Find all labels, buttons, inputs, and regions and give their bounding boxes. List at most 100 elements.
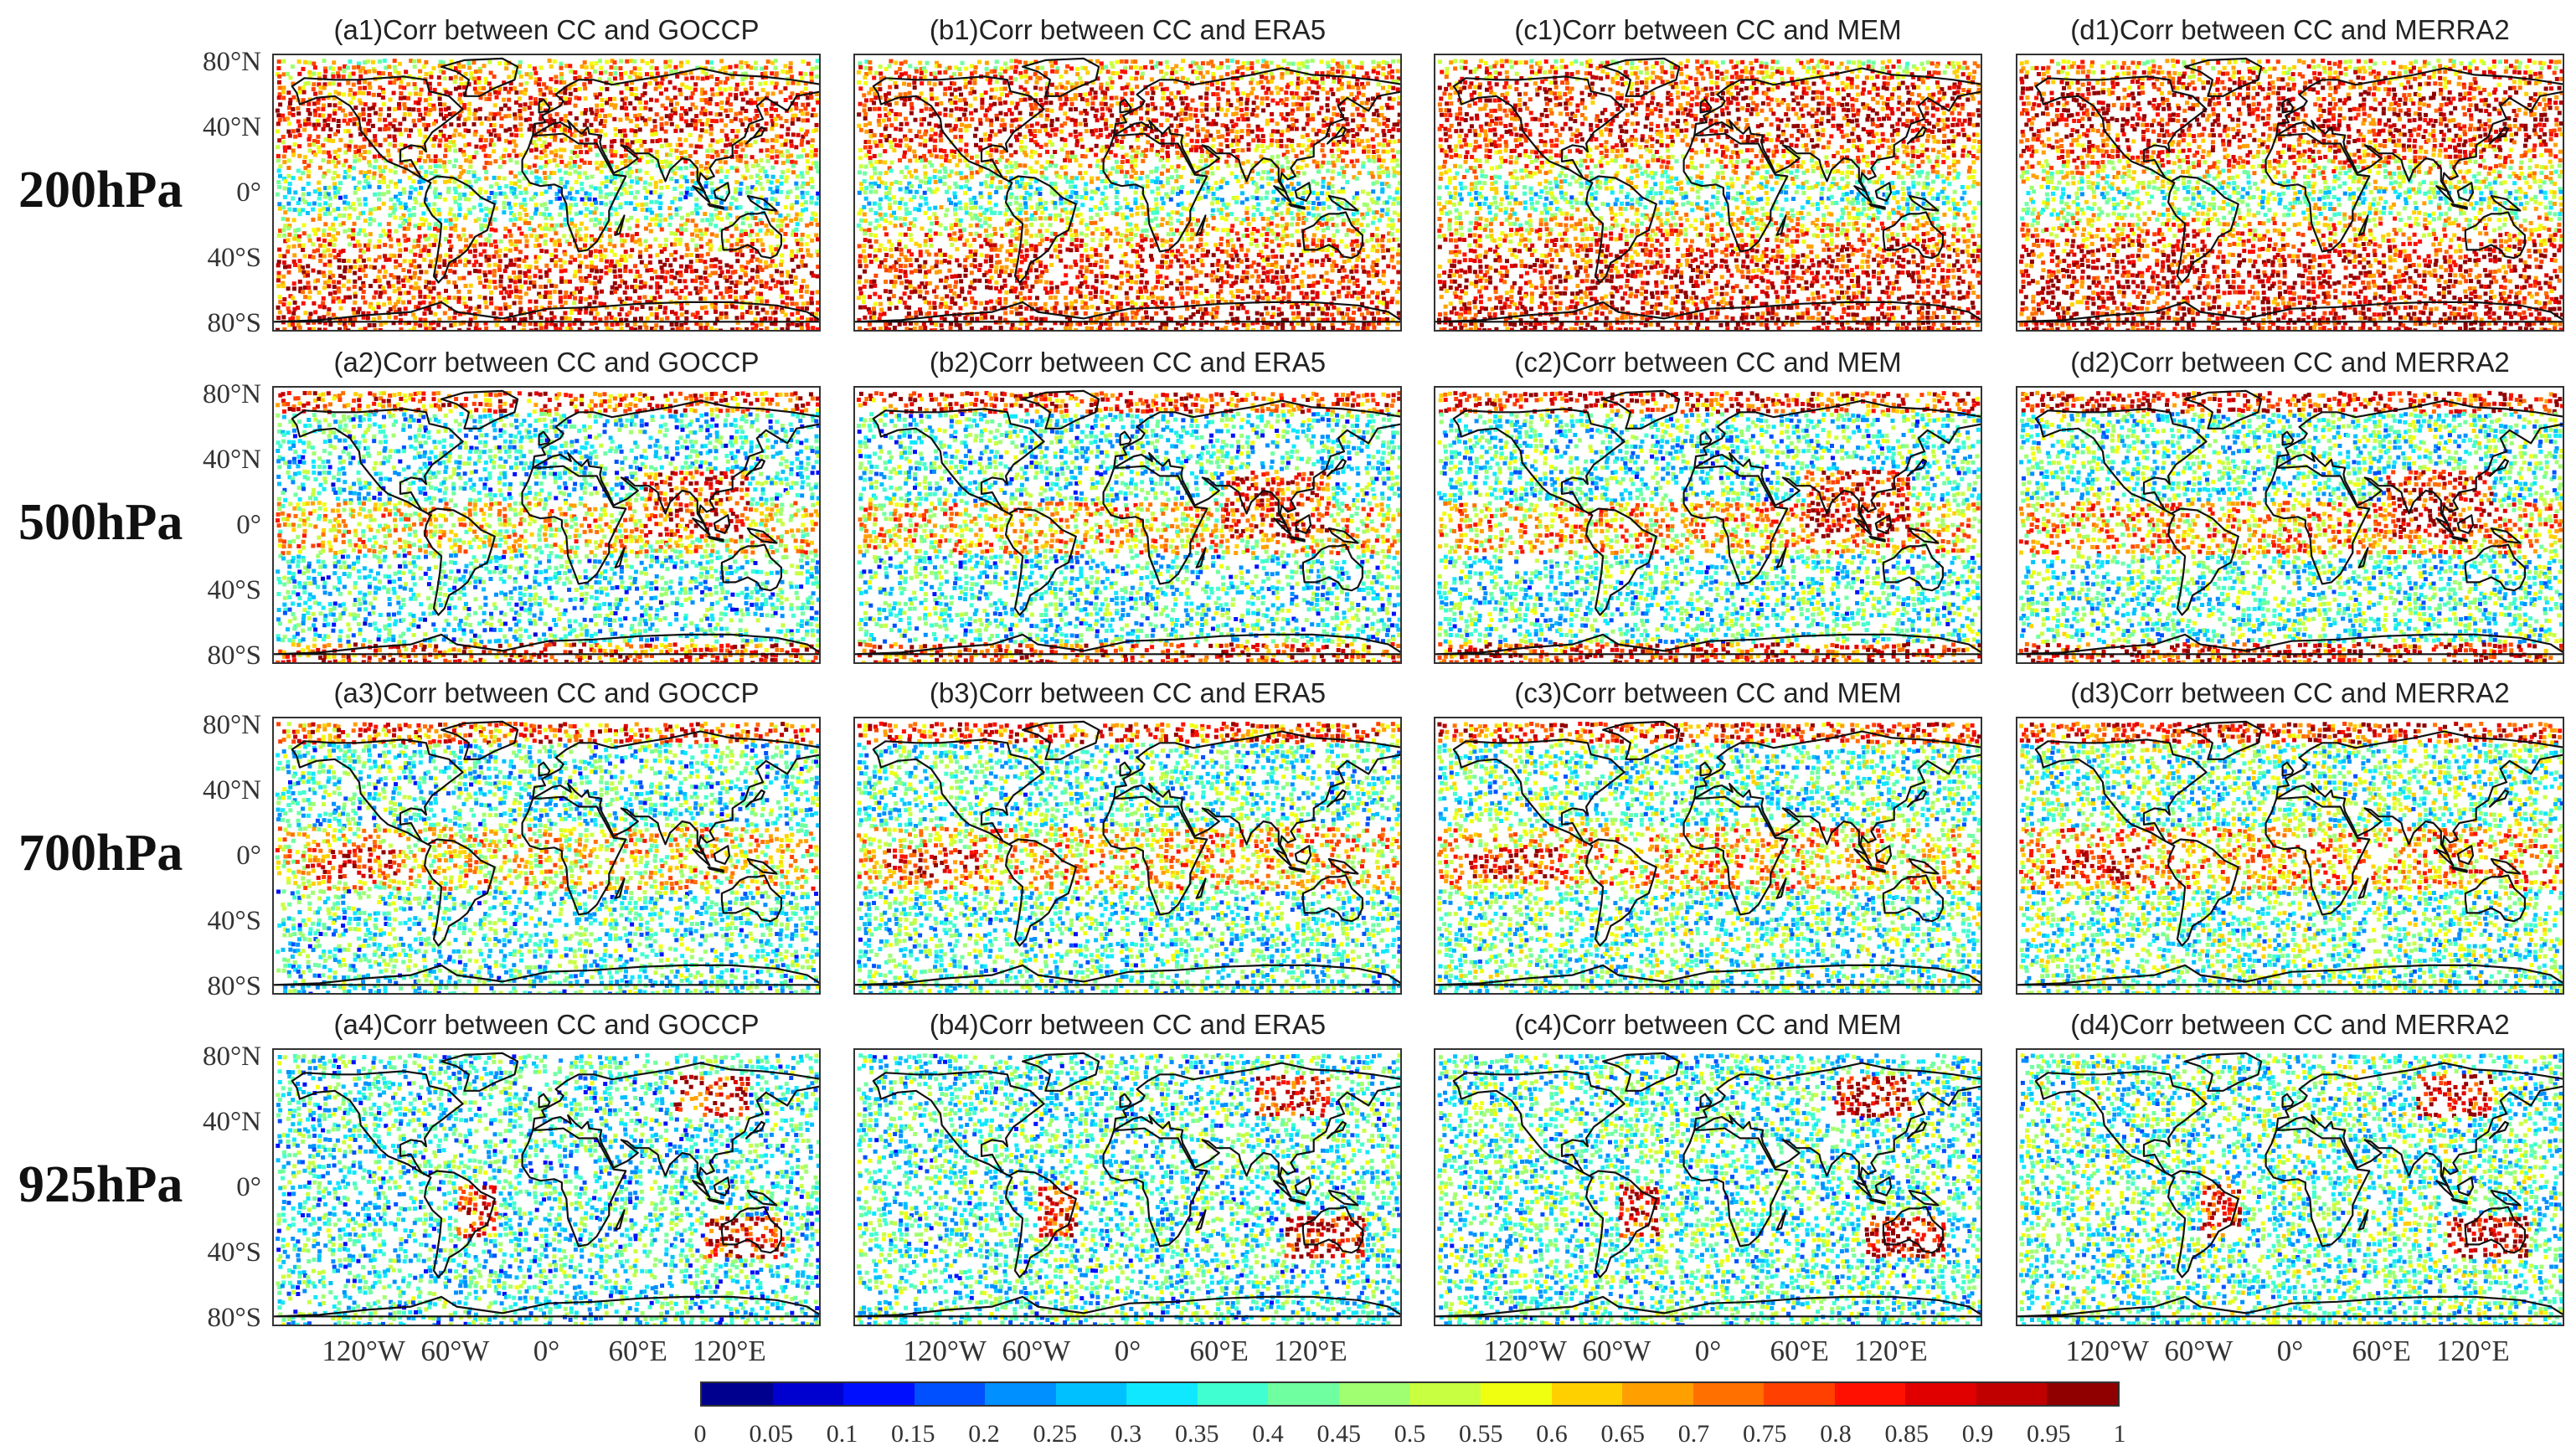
correlation-point <box>429 321 434 326</box>
correlation-point <box>653 86 658 91</box>
correlation-point <box>288 97 293 102</box>
correlation-point <box>594 200 599 205</box>
correlation-point <box>1140 71 1145 76</box>
correlation-point <box>358 275 363 280</box>
correlation-point <box>613 132 618 137</box>
correlation-point <box>484 305 489 310</box>
correlation-point <box>619 238 624 243</box>
correlation-point <box>639 143 644 148</box>
correlation-point <box>327 92 332 97</box>
correlation-point <box>584 213 589 218</box>
correlation-point <box>605 326 610 330</box>
correlation-point <box>627 155 632 160</box>
correlation-point <box>673 64 678 69</box>
correlation-point <box>466 128 471 133</box>
correlation-point <box>713 321 718 326</box>
correlation-point <box>317 208 322 213</box>
correlation-point <box>497 259 502 264</box>
correlation-point <box>372 154 377 159</box>
correlation-point <box>634 284 639 289</box>
correlation-point <box>322 229 327 233</box>
correlation-point <box>346 279 351 284</box>
correlation-point <box>322 59 327 64</box>
correlation-point <box>404 69 409 75</box>
correlation-point <box>898 127 903 132</box>
correlation-point <box>709 60 714 65</box>
correlation-point <box>699 128 704 133</box>
correlation-point <box>642 90 647 95</box>
correlation-point <box>352 116 357 121</box>
correlation-point <box>317 196 322 201</box>
correlation-point <box>312 142 317 147</box>
correlation-point <box>1146 140 1151 145</box>
correlation-point <box>588 295 593 300</box>
correlation-point <box>281 228 286 233</box>
correlation-point <box>572 160 577 164</box>
correlation-point <box>342 214 347 218</box>
correlation-point <box>733 116 738 121</box>
correlation-point <box>282 145 287 150</box>
correlation-point <box>705 148 710 153</box>
correlation-point <box>342 69 347 74</box>
correlation-point <box>554 148 559 153</box>
correlation-point <box>278 254 283 259</box>
correlation-point <box>1090 129 1095 134</box>
correlation-point <box>629 69 634 75</box>
correlation-point <box>483 242 488 247</box>
correlation-point <box>972 80 977 85</box>
correlation-point <box>411 179 416 184</box>
correlation-point <box>729 301 734 306</box>
correlation-point <box>620 185 625 190</box>
correlation-point <box>312 61 317 66</box>
correlation-point <box>1384 124 1389 128</box>
correlation-point <box>642 180 647 185</box>
correlation-point <box>1109 103 1114 108</box>
correlation-point <box>544 85 549 90</box>
correlation-point <box>719 168 724 173</box>
correlation-point <box>448 254 453 259</box>
correlation-point <box>282 233 286 238</box>
correlation-point <box>358 100 363 105</box>
correlation-point <box>489 290 493 295</box>
correlation-point <box>523 170 528 175</box>
correlation-point <box>398 131 403 136</box>
correlation-point <box>602 124 607 128</box>
correlation-point <box>613 207 618 212</box>
correlation-point <box>633 114 638 118</box>
correlation-point <box>1119 139 1124 144</box>
correlation-point <box>683 321 688 326</box>
correlation-point <box>774 75 779 80</box>
correlation-point <box>343 129 348 134</box>
correlation-point <box>923 131 928 136</box>
correlation-point <box>603 221 608 226</box>
correlation-point <box>504 290 509 295</box>
correlation-point <box>472 76 477 81</box>
correlation-point <box>368 304 373 309</box>
correlation-point <box>377 70 382 75</box>
correlation-point <box>463 71 468 76</box>
correlation-point <box>1075 72 1080 77</box>
correlation-point <box>1110 71 1115 75</box>
latitude-tick-label: 40°N <box>167 113 261 141</box>
correlation-point <box>765 59 770 64</box>
correlation-point <box>574 286 580 291</box>
correlation-point <box>1387 96 1392 101</box>
correlation-point <box>608 96 612 101</box>
correlation-point <box>564 327 569 330</box>
correlation-point <box>363 219 368 224</box>
correlation-point <box>675 124 679 129</box>
correlation-point <box>814 164 819 169</box>
correlation-point <box>620 138 625 143</box>
correlation-point <box>754 66 758 71</box>
correlation-point <box>548 290 553 295</box>
correlation-point <box>1347 85 1351 90</box>
correlation-point <box>1159 122 1164 127</box>
correlation-point <box>276 158 281 163</box>
correlation-point <box>1359 60 1364 65</box>
correlation-point <box>599 70 604 75</box>
correlation-point <box>633 264 637 269</box>
correlation-point <box>999 92 1004 97</box>
correlation-point <box>1296 81 1301 86</box>
correlation-point <box>708 273 713 278</box>
correlation-point <box>361 258 366 263</box>
